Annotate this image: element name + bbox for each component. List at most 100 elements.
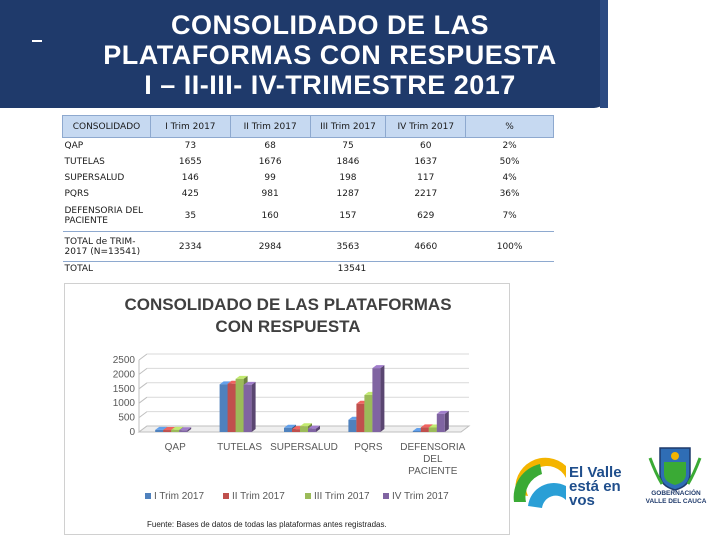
legend-label: I Trim 2017 [154,491,204,502]
table-cell: 629 [417,211,435,222]
bar [300,426,308,432]
consolidated-table: CONSOLIDADO I Trim 2017 II Trim 2017 III… [62,115,554,276]
bar [219,384,228,432]
table-cell: 160 [261,211,279,222]
grid-side-line [138,382,148,390]
bar [356,403,365,432]
grid-side-line [138,411,148,419]
legend-label: IV Trim 2017 [392,491,449,502]
bar [155,429,164,432]
total-value: 13541 [150,261,554,276]
bar-top [300,423,312,427]
col-header-iii-trim: III Trim 2017 [309,115,387,138]
bar-top [372,365,385,369]
y-tick-label: 2500 [113,355,136,366]
grid-side-line [138,396,148,404]
chart-title: CONSOLIDADO DE LAS PLATAFORMAS CON RESPU… [65,294,511,338]
bar [412,430,421,432]
category-label: PACIENTE [408,466,458,477]
table-cell: 7% [502,211,517,222]
bar-chart: 0 500 1000 1500 2000 2500 QAP TUTELAS SUPERSALUD… [113,353,471,502]
table-cell: 146 [181,172,199,183]
bar [235,378,244,432]
bar [284,427,292,432]
bar-top [436,410,449,414]
bar-side [380,365,385,432]
category-label: TUTELAS [217,442,262,453]
col-header-iv-trim: IV Trim 2017 [385,115,467,138]
table-cell: 4% [502,172,517,183]
bar-top [284,424,296,428]
legend-label: II Trim 2017 [232,491,285,502]
total-label: TOTAL [62,261,151,276]
col-header-consolidado: CONSOLIDADO [62,115,151,138]
y-tick-label: 1500 [113,384,136,395]
bar [428,427,437,432]
table-cell: 981 [261,188,279,199]
grid-side-line [138,353,148,361]
source-note: Fuente: Bases de datos de todas las plat… [147,520,387,529]
table-cell: 36% [499,188,520,199]
bar [308,428,316,432]
y-tick-label: 0 [129,427,135,438]
bar [364,394,373,432]
bar [179,430,188,432]
category-label: DEL [423,454,443,465]
legend-swatch [305,493,311,499]
bar-top [243,381,256,385]
row-label: PQRS [64,188,89,199]
table-cell: 198 [339,172,357,183]
table-cell: 1676 [258,156,282,167]
table-row: TOTAL de TRIM-2017 (N=13541) 2334 2984 3… [62,231,554,262]
title-line-3: I – II-III- IV-TRIMESTRE 2017 [144,70,516,100]
table-cell: 2984 [230,231,311,262]
coat-of-arms-icon [648,447,702,491]
row-label: TOTAL de TRIM-2017 (N=13541) [62,231,151,262]
bar [227,383,236,432]
table-cell: 73 [184,140,197,151]
table-cell: 2217 [414,188,438,199]
legend-swatch [145,493,151,499]
table-cell: 425 [181,188,199,199]
bar-top [171,426,184,430]
bar-side [316,425,320,432]
table-cell: 1287 [336,188,360,199]
category-label: SUPERSALUD [270,442,338,453]
bar [420,427,429,432]
table-row: PQRS 425 981 1287 2217 36% [63,186,554,202]
table-cell: 75 [342,140,354,151]
table-cell: 157 [339,211,357,222]
col-header-ii-trim: II Trim 2017 [229,115,311,138]
table-cell: 35 [184,211,197,222]
bar [163,430,172,432]
category-label: QAP [165,442,186,453]
row-label: QAP [64,140,84,151]
y-tick-label: 2000 [113,369,136,380]
table-row: TUTELAS 1655 1676 1846 1637 50% [63,154,554,170]
bar-top [179,427,192,431]
chart-title-line-1: CONSOLIDADO DE LAS PLATAFORMAS [124,295,452,314]
bar-side [444,410,449,432]
bar [372,368,381,432]
bar-top [235,375,248,379]
row-label: DEFENSORIA DEL PACIENTE [64,206,144,227]
header-banner [0,0,608,108]
table-row: SUPERSALUD 146 99 198 117 4% [63,170,554,186]
y-tick-label: 500 [118,413,135,424]
table-cell: 60 [420,140,432,151]
bar [436,413,445,432]
table-cell: 2% [502,140,517,151]
el-valle-logo [513,457,566,508]
row-label: SUPERSALUD [64,172,125,183]
table-cell: 2334 [150,231,231,262]
title-line-2: PLATAFORMAS CON RESPUESTA [103,40,557,70]
table-row: QAP 73 68 75 60 2% [63,138,554,154]
legend-swatch [223,493,229,499]
table-header-row: CONSOLIDADO I Trim 2017 II Trim 2017 III… [62,115,554,138]
bar [171,429,180,432]
table-row: DEFENSORIA DEL PACIENTE 35 160 157 629 7… [63,202,554,232]
bar-side [251,381,256,432]
table-cell: 1637 [414,156,438,167]
grid-side-line [138,368,148,375]
table-cell: 3563 [310,231,386,262]
